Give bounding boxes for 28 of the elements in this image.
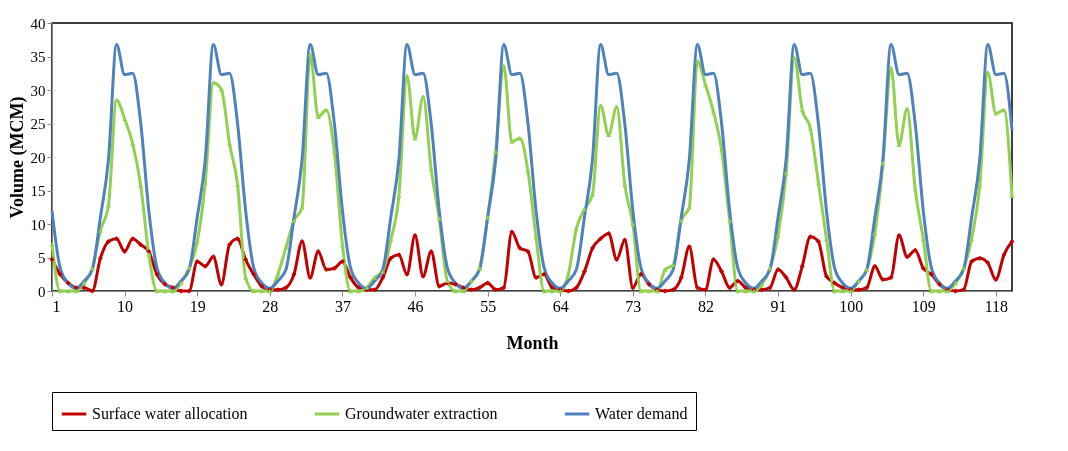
y-tick-label: 5	[38, 250, 46, 266]
x-tick-label: 10	[117, 297, 134, 315]
y-tick-label: 30	[30, 82, 46, 99]
y-tick-label: 25	[30, 116, 46, 132]
x-tick-label: 46	[407, 297, 424, 315]
y-tick-label: 20	[30, 149, 46, 166]
legend-label: Water demand	[595, 405, 688, 422]
x-tick-label: 55	[480, 297, 497, 315]
y-tick-label: 0	[38, 283, 46, 300]
x-tick-label: 28	[262, 297, 279, 315]
x-tick-label: 82	[697, 297, 714, 315]
x-tick-label: 73	[625, 297, 642, 315]
legend-label: Groundwater extraction	[345, 405, 498, 422]
legend-label: Surface water allocation	[92, 405, 248, 422]
y-axis-title: Volume (MCM)	[6, 96, 28, 219]
x-tick-label: 100	[839, 297, 864, 315]
x-axis-title: Month	[506, 332, 559, 353]
x-tick-label: 109	[911, 297, 936, 315]
x-tick-label: 91	[770, 297, 787, 315]
y-tick-label: 35	[30, 49, 46, 65]
x-tick-label: 19	[189, 297, 206, 315]
y-tick-label: 15	[30, 183, 46, 199]
x-tick-label: 37	[334, 297, 351, 315]
y-tick-label: 10	[30, 216, 46, 233]
y-tick-label: 40	[30, 15, 46, 32]
x-tick-label: 64	[552, 297, 569, 315]
x-tick-label: 1	[52, 297, 61, 315]
x-tick-label: 118	[984, 297, 1009, 315]
